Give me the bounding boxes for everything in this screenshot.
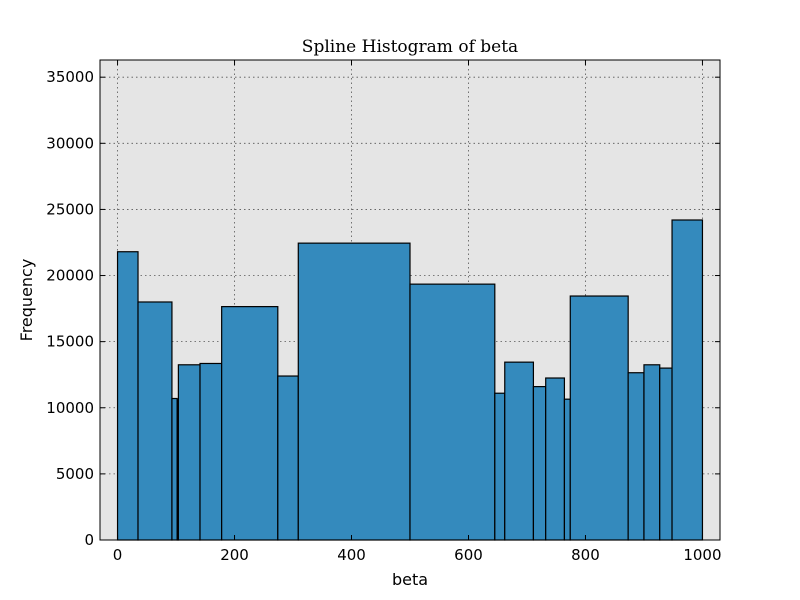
histogram-bar [643, 364, 661, 541]
histogram-bar [545, 377, 566, 541]
histogram-bar [494, 392, 506, 541]
histogram-bar [409, 283, 496, 541]
histogram-bar [297, 242, 411, 541]
y-tick-label: 35000 [46, 68, 94, 86]
y-axis-label: Frequency [17, 259, 36, 342]
chart-title: Spline Histogram of beta [302, 37, 518, 57]
histogram-bar [504, 361, 535, 541]
y-tick-label: 0 [84, 531, 94, 549]
x-tick-label: 400 [337, 546, 366, 564]
histogram-bar [659, 367, 673, 541]
histogram-bar [137, 301, 173, 541]
y-tick-label: 20000 [46, 267, 94, 285]
x-tick-label: 1000 [683, 546, 721, 564]
histogram-bar [671, 219, 704, 541]
plot-frame [99, 59, 721, 541]
x-tick-label: 0 [113, 546, 123, 564]
histogram-bar [563, 398, 571, 541]
histogram-bar [116, 251, 139, 541]
x-tick-label: 600 [454, 546, 483, 564]
x-tick-label: 200 [220, 546, 249, 564]
ticks: 0 200 400 600 800 100005000100001500020000250… [46, 60, 722, 564]
y-tick-label: 30000 [46, 134, 94, 152]
histogram-bar [177, 364, 201, 541]
x-axis-label: beta [392, 570, 428, 589]
histogram-bar [171, 397, 178, 541]
histogram-bar [199, 362, 223, 541]
y-tick-label: 5000 [56, 465, 94, 483]
histogram-bar [532, 386, 547, 541]
y-tick-label: 10000 [46, 399, 94, 417]
histogram-bar [627, 372, 645, 541]
histogram-bar [569, 295, 629, 541]
bars [116, 219, 704, 541]
y-tick-label: 15000 [46, 333, 94, 351]
x-tick-label: 800 [571, 546, 600, 564]
histogram-bar [221, 306, 279, 541]
histogram-bar [277, 375, 299, 541]
y-tick-label: 25000 [46, 200, 94, 218]
